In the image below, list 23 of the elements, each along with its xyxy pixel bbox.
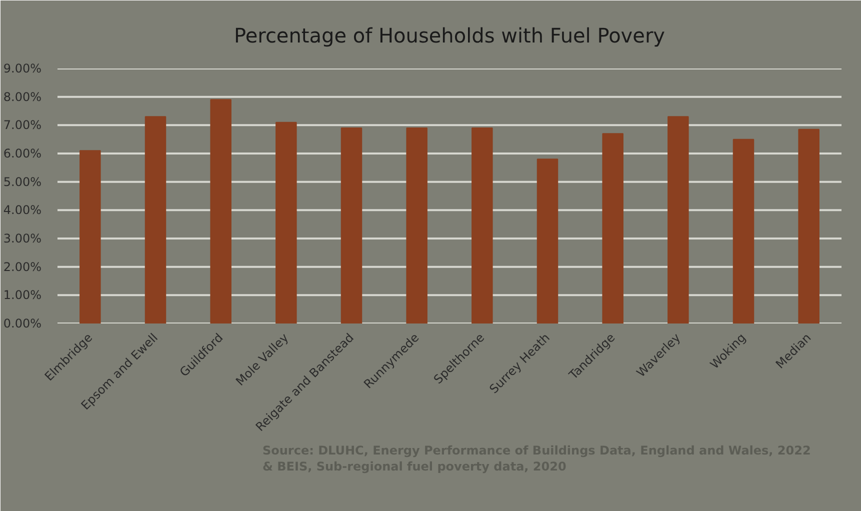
bar bbox=[210, 99, 232, 324]
bar bbox=[276, 122, 297, 324]
bar bbox=[340, 128, 362, 324]
chart-title: Percentage of Households with Fuel Povery bbox=[234, 24, 666, 48]
bar bbox=[732, 138, 754, 324]
y-tick-label: 6.00% bbox=[3, 146, 42, 160]
y-tick-label: 5.00% bbox=[3, 174, 42, 189]
y-tick-label: 2.00% bbox=[3, 260, 42, 274]
bar bbox=[472, 128, 493, 324]
bar bbox=[80, 150, 101, 324]
y-tick-label: 1.00% bbox=[3, 288, 42, 302]
y-tick-label: 3.00% bbox=[3, 232, 42, 246]
y-tick-label: 0.00% bbox=[3, 316, 42, 330]
bar bbox=[668, 116, 689, 324]
bar bbox=[798, 128, 820, 324]
bar bbox=[536, 158, 558, 324]
bar bbox=[406, 128, 428, 324]
y-tick-label: 7.00% bbox=[3, 118, 42, 132]
y-tick-label: 8.00% bbox=[3, 90, 42, 104]
bar bbox=[144, 116, 166, 324]
y-tick-label: 9.00% bbox=[3, 62, 42, 76]
y-tick-label: 4.00% bbox=[3, 203, 42, 218]
bar bbox=[602, 133, 624, 324]
